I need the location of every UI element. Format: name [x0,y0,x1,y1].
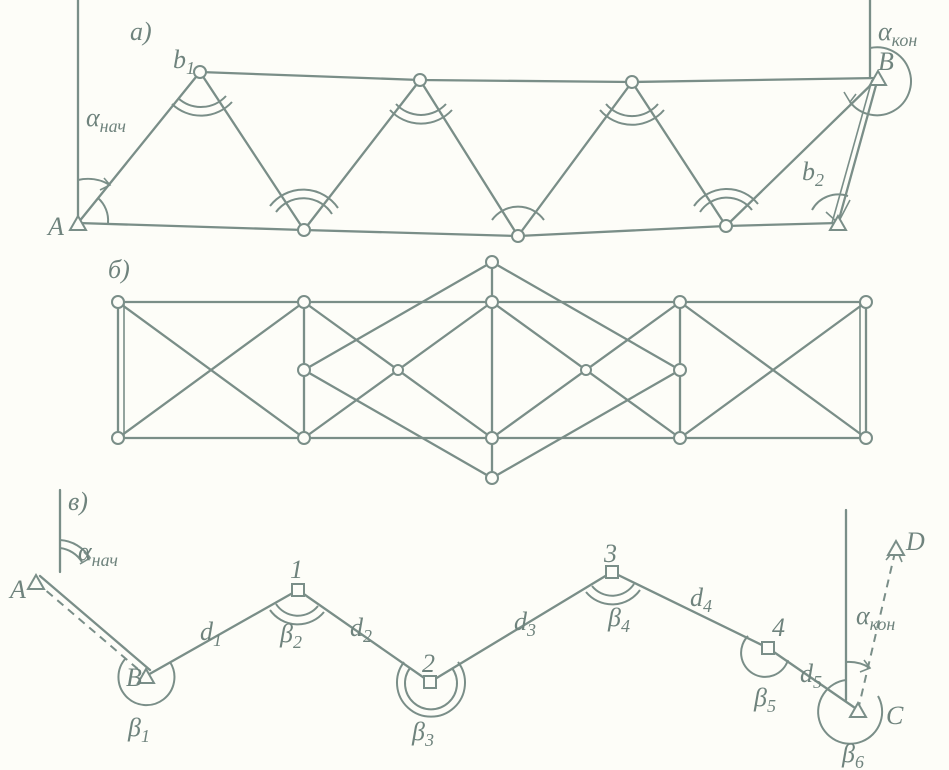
label-d2: d2 [350,613,372,646]
panel-a-nodes [70,66,886,242]
label-c-3: 3 [603,539,617,568]
node-c-1 [292,584,304,596]
label-alpha-kon-a: αкон [878,17,917,50]
label-b2: b2 [802,157,824,190]
panel-a-angle-arcs [98,96,848,223]
panel-a: а) [46,0,917,242]
panel-a-diagonals [78,72,878,236]
node-c-4 [762,642,774,654]
label-b: B [878,47,894,76]
label-c-a: A [8,575,26,604]
label-beta1: β1 [127,713,150,746]
label-c-b: B [126,663,142,692]
label-b1: b1 [173,45,195,78]
diagram-canvas: а) [0,0,949,770]
label-d3: d3 [514,607,536,640]
panel-c: в) [8,487,925,770]
panel-b: б) [108,255,872,484]
label-alpha-nach-a: αнач [86,103,126,136]
label-alpha-kon-c: αкон [856,601,895,634]
label-c-4: 4 [772,613,785,642]
top-chord [200,72,878,82]
label-beta3: β3 [411,717,434,750]
label-d4: d4 [690,583,712,616]
label-a: A [46,212,64,241]
label-c-2: 2 [422,649,435,678]
double-b2 [832,80,872,223]
label-d1: d1 [200,617,222,650]
c-line-ab2 [40,576,150,670]
label-beta5: β5 [753,683,776,716]
panel-a-tag: а) [130,17,152,46]
panel-c-tag: в) [68,487,88,516]
label-beta6: β6 [841,739,864,770]
panel-b-tag: б) [108,255,130,284]
label-d5: d5 [800,659,822,692]
label-c-d: D [905,527,925,556]
label-c-c: C [886,701,904,730]
c-traverse [146,572,858,710]
c-dash-ab1 [36,582,146,676]
b-verticals [118,302,866,438]
label-alpha-nach-c: αнач [78,537,118,570]
c-arcs [60,540,882,744]
label-c-1: 1 [290,555,303,584]
label-beta4: β4 [607,603,630,636]
node-c-d [888,541,904,555]
